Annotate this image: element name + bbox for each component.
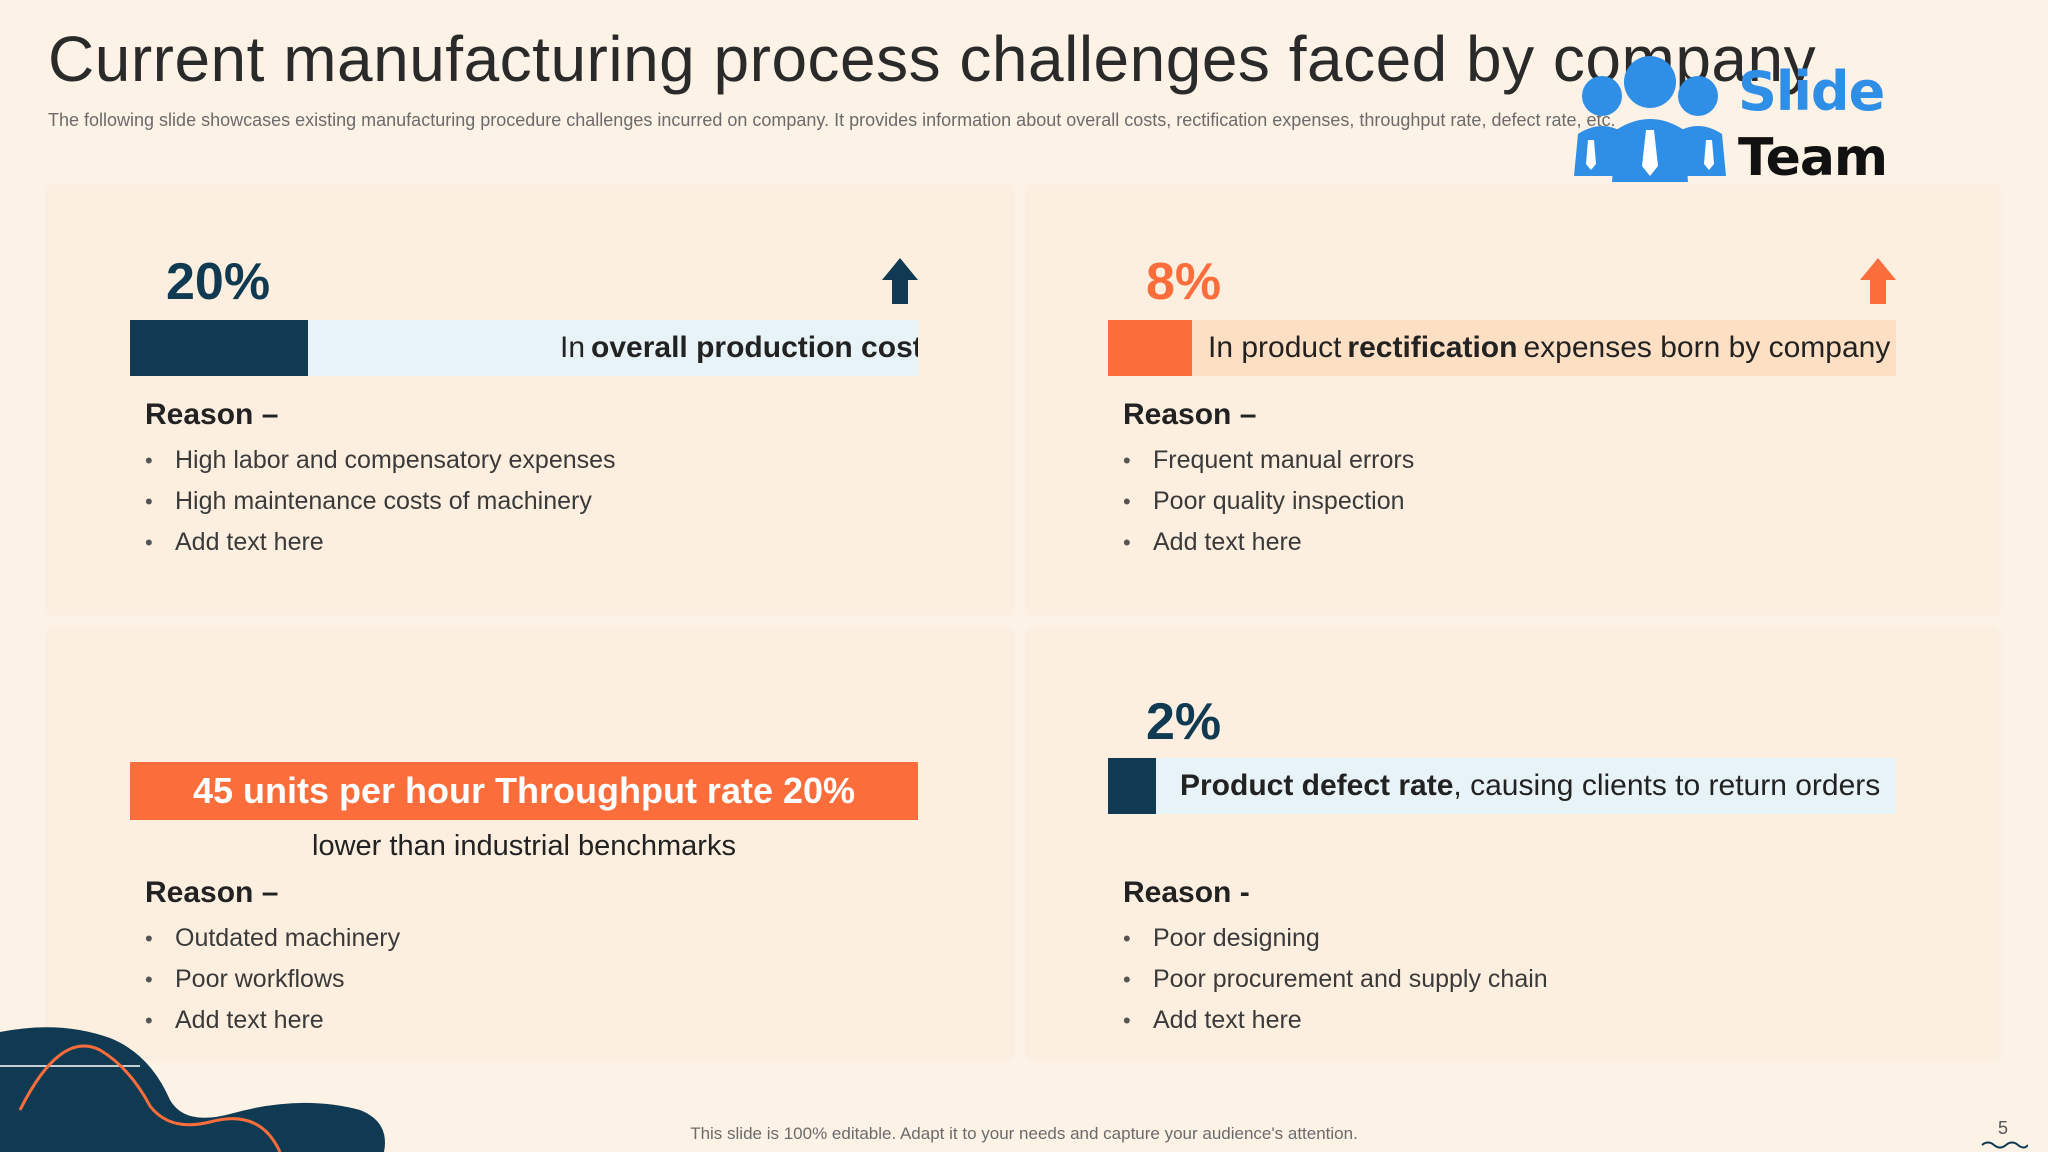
list-item: Poor quality inspection (1123, 481, 1414, 522)
list-item: Add text here (145, 1000, 400, 1041)
list-item: Poor procurement and supply chain (1123, 959, 1548, 1000)
card4-label-bold: Product defect rate (1180, 769, 1454, 802)
card4-label: Product defect rate , causing clients to… (1156, 758, 1896, 814)
card2-percent: 8% (1146, 253, 1222, 311)
card2-label-bar: In product rectification expenses born b… (1108, 320, 1896, 376)
card1-reason-title: Reason – (145, 398, 279, 431)
people-icon (1574, 56, 1726, 182)
card2-reason-list: Frequent manual errors Poor quality insp… (1123, 440, 1414, 563)
card2-label-bold: rectification (1347, 331, 1518, 364)
card2-bar-block (1108, 320, 1192, 376)
card1-label-bold: overall production costs (591, 331, 918, 364)
page-number: 5 (1998, 1118, 2009, 1138)
list-item: Add text here (1123, 522, 1414, 563)
card2-reason-title: Reason – (1123, 398, 1257, 431)
logo-word-slide: Slide (1738, 60, 1885, 123)
footer-note: This slide is 100% editable. Adapt it to… (690, 1124, 1358, 1143)
list-item: Add text here (145, 522, 616, 563)
card4-reason-title: Reason - (1123, 876, 1250, 909)
list-item: Poor designing (1123, 918, 1548, 959)
card1-label-pre: In (560, 331, 586, 364)
decorative-wave-shape (0, 1027, 385, 1152)
card4-reason-list: Poor designing Poor procurement and supp… (1123, 918, 1548, 1041)
list-item: Outdated machinery (145, 918, 400, 959)
card1-label: In overall production costs (308, 320, 918, 376)
card2-label-post: expenses born by company (1523, 331, 1891, 364)
card3-reason-list: Outdated machinery Poor workflows Add te… (145, 918, 400, 1041)
list-item: Frequent manual errors (1123, 440, 1414, 481)
logo-word-team: Team (1738, 128, 1888, 188)
card4-label-bar: Product defect rate , causing clients to… (1108, 758, 1896, 814)
slide-title: Current manufacturing process challenges… (48, 23, 1817, 95)
card1-bar-block (130, 320, 308, 376)
slide-team-logo: Slide Team (1570, 56, 1888, 188)
card4-label-post: , causing clients to return orders (1453, 769, 1881, 802)
card4-percent: 2% (1146, 693, 1222, 751)
card1-label-bar: In overall production costs (130, 320, 918, 376)
arrow-up-icon (882, 258, 918, 304)
card1-percent: 20% (166, 253, 271, 311)
slide-subtitle: The following slide showcases existing m… (48, 110, 1616, 130)
wave-icon (1981, 1141, 2028, 1149)
card4-bar-block (1108, 758, 1156, 814)
card1-reason-list: High labor and compensatory expenses Hig… (145, 440, 616, 563)
card3-reason-title: Reason – (145, 876, 279, 909)
arrow-up-icon (1860, 258, 1896, 304)
list-item: Poor workflows (145, 959, 400, 1000)
card2-label-pre: In product (1208, 331, 1342, 364)
list-item: High maintenance costs of machinery (145, 481, 616, 522)
card3-banner-subtext: lower than industrial benchmarks (312, 830, 736, 862)
card3-throughput-banner: 45 units per hour Throughput rate 20% (130, 762, 918, 820)
card2-label: In product rectification expenses born b… (1192, 320, 1896, 376)
list-item: High labor and compensatory expenses (145, 440, 616, 481)
list-item: Add text here (1123, 1000, 1548, 1041)
